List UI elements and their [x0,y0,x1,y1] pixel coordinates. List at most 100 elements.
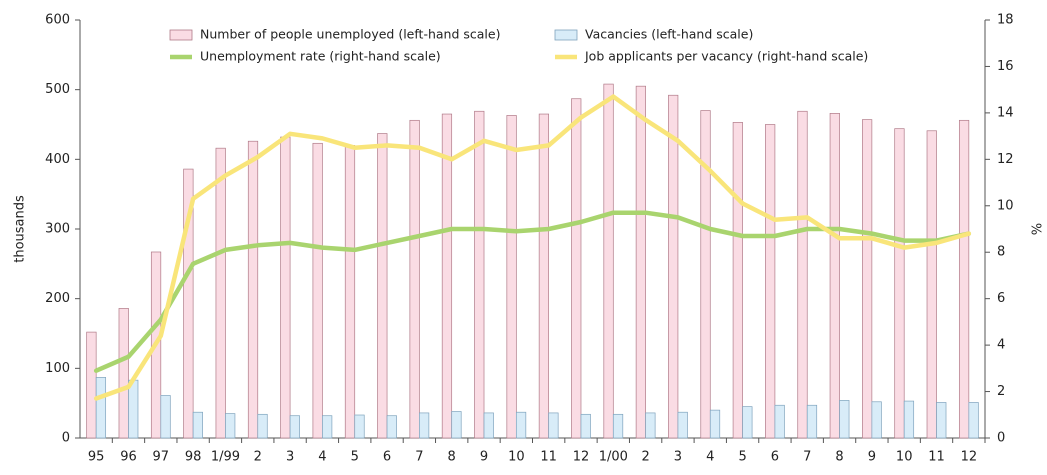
x-tick-label: 5 [351,450,359,465]
bar [160,395,171,439]
y-tick-label: 200 [45,291,70,306]
legend-label: Job applicants per vacancy (right-hand s… [584,49,868,64]
y-axis-label: thousands [13,195,28,263]
bar [215,147,226,439]
bar [894,128,905,439]
y2-tick-label: 18 [997,13,1014,28]
bar [968,402,979,439]
y2-tick-label: 8 [997,245,1005,260]
x-tick-label: 6 [771,450,779,465]
bar [668,94,679,439]
bar [903,400,915,439]
bar [862,119,873,439]
y-tick-label: 400 [45,152,70,167]
x-tick-label: 6 [383,450,391,465]
bar [515,411,527,439]
bar [344,145,356,439]
legend-label: Unemployment rate (right-hand scale) [200,49,441,64]
x-tick-label: 10 [896,450,913,465]
x-tick-label: 9 [480,450,488,465]
bar [322,415,333,439]
bar [732,122,743,439]
bar [128,379,139,439]
x-tick-label: 8 [835,450,843,465]
x-tick-label: 11 [540,450,557,465]
y2-tick-label: 12 [997,152,1014,167]
bar [377,133,388,439]
x-tick-label: 10 [508,450,525,465]
x-tick-label: 97 [153,450,170,465]
y2-tick-label: 10 [997,198,1014,213]
bar [289,415,300,439]
x-tick-label: 7 [415,450,423,465]
x-tick-label: 1/00 [599,450,628,465]
y2-axis-label: % [1028,223,1043,235]
bar [806,404,818,439]
bar [797,110,808,439]
bar [709,409,721,439]
bar [506,115,517,439]
y-tick-label: 0 [62,431,70,446]
bar [635,85,646,439]
legend-label: Number of people unemployed (left-hand s… [200,27,500,42]
bar [474,110,485,439]
y-tick-label: 600 [45,13,70,28]
bar [95,377,107,439]
bar [538,113,550,439]
x-tick-label: 12 [961,450,978,465]
bar [580,413,591,439]
bar [829,113,840,439]
y-tick-label: 300 [45,222,70,237]
x-tick-label: 2 [254,450,262,465]
bar [118,308,129,439]
bar [257,413,268,439]
bar [700,110,711,439]
x-tick-label: 98 [185,450,202,465]
bar [742,406,753,439]
y-tick-label: 500 [45,82,70,97]
x-tick-label: 4 [706,450,714,465]
y2-tick-label: 2 [997,384,1005,399]
bar [571,98,582,439]
bar [419,412,430,439]
bar [765,124,776,439]
x-tick-label: 9 [868,450,876,465]
y2-tick-label: 14 [997,105,1014,120]
bar [441,113,453,439]
bar [280,136,291,439]
y2-tick-label: 0 [997,431,1005,446]
x-tick-label: 95 [88,450,105,465]
bar [612,413,624,439]
y2-tick-label: 4 [997,338,1005,353]
legend-label: Vacancies (left-hand scale) [585,27,753,42]
x-tick-label: 11 [928,450,945,465]
legend-swatch [554,29,578,41]
y2-tick-label: 6 [997,291,1005,306]
bar [548,412,559,439]
bar [354,414,365,439]
bar [225,413,236,439]
x-tick-label: 8 [448,450,456,465]
x-tick-label: 96 [120,450,137,465]
bar [926,130,937,439]
bar [936,402,947,439]
legend-swatch [169,29,193,41]
bar [247,140,259,439]
x-tick-label: 5 [738,450,746,465]
bar [483,412,494,439]
bar [871,401,882,439]
bar [451,411,462,439]
bar [183,168,194,439]
x-tick-label: 3 [674,450,682,465]
bar [645,412,656,439]
x-tick-label: 3 [286,450,294,465]
bar [409,119,420,439]
bar [958,119,970,439]
y2-tick-label: 16 [997,59,1014,74]
x-tick-label: 12 [573,450,590,465]
bar [192,411,203,439]
y-tick-label: 100 [45,361,70,376]
bar [86,331,97,439]
bar [839,400,850,439]
